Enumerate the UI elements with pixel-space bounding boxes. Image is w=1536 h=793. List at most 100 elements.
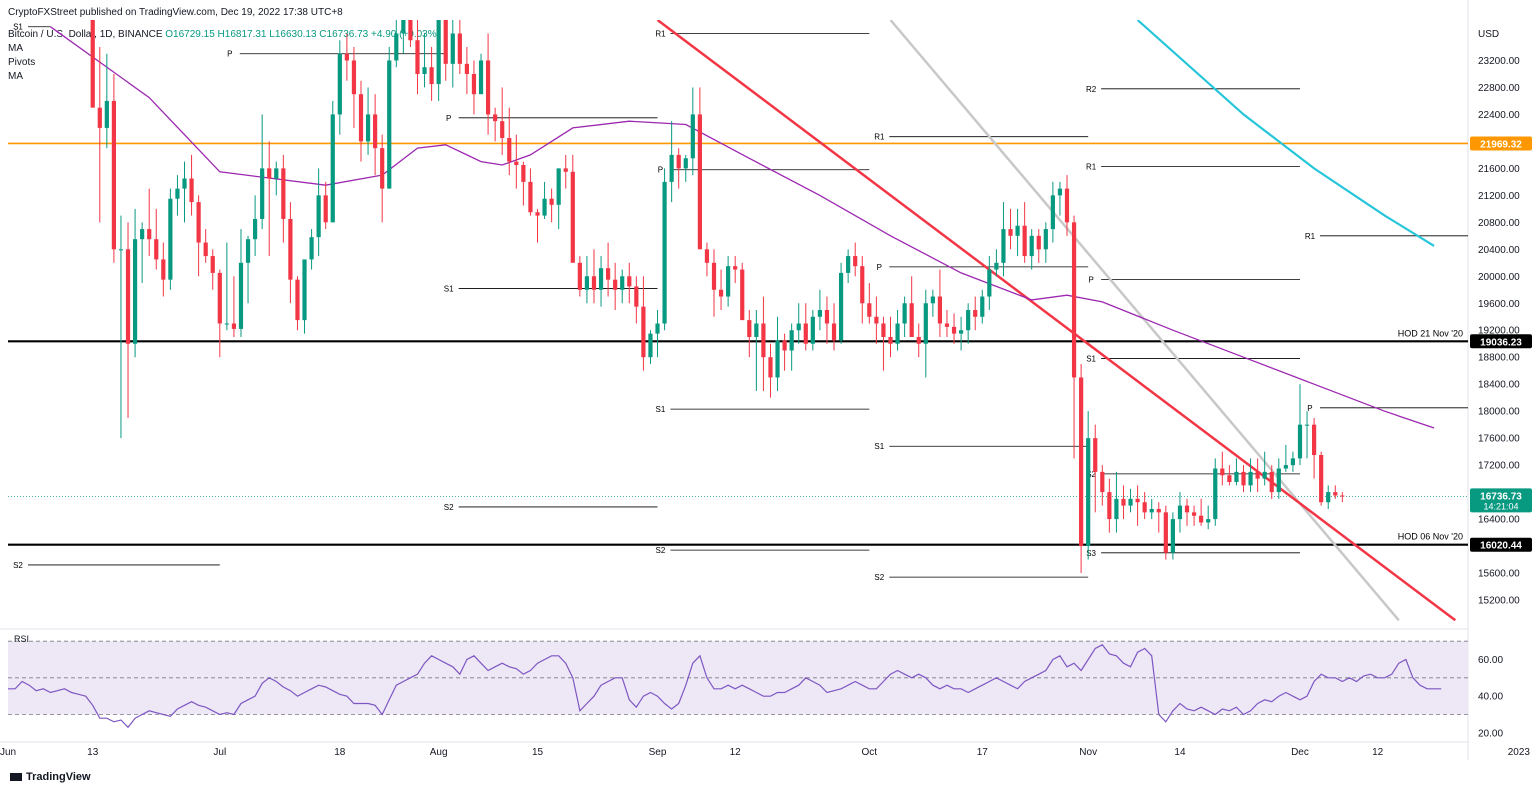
y-tick-label: 18800.00 [1478, 353, 1520, 364]
candle-body [768, 357, 773, 378]
x-tick-label: 2023 [1508, 747, 1531, 758]
candle-body [634, 286, 639, 307]
candle-body [429, 67, 434, 85]
price-tag [1470, 136, 1532, 151]
candle-body [1121, 498, 1126, 506]
candle-body [422, 67, 427, 74]
candle-body [860, 266, 865, 304]
rsi-tick-label: 40.00 [1478, 692, 1503, 703]
candle-body [337, 53, 342, 115]
candle-body [154, 239, 159, 260]
candle-body [1283, 465, 1288, 469]
price-tag [1470, 334, 1532, 349]
rsi-title: RSI [14, 634, 29, 644]
candle-body [1227, 475, 1232, 482]
candle-body [1304, 424, 1310, 426]
candle-body [217, 272, 222, 324]
candle-body [464, 63, 469, 74]
candle-body [1079, 377, 1084, 547]
candle-body [549, 198, 554, 205]
candle-body [577, 262, 582, 290]
candle-body [655, 323, 660, 334]
x-tick-label: 12 [1372, 747, 1384, 758]
candle-body [994, 262, 999, 270]
candle-body [203, 242, 208, 257]
pivot-label: S1 [874, 442, 884, 451]
pivot-label: S1 [444, 284, 454, 293]
candle-body [838, 272, 844, 341]
x-tick-label: 17 [977, 747, 989, 758]
candle-body [189, 178, 194, 203]
price-tag-countdown: 14:21:04 [1483, 501, 1518, 511]
indicator-ma-1[interactable]: MA [8, 43, 23, 54]
candle-body [344, 53, 349, 61]
candle-body [1015, 225, 1020, 236]
candle-body [373, 114, 378, 149]
candle-body [253, 218, 258, 240]
candle-body [591, 276, 597, 290]
candle-body [726, 266, 731, 297]
pivot-label: S2 [444, 503, 454, 512]
candle-body [1220, 468, 1225, 476]
level-label: HOD 06 Nov '20 [1398, 532, 1463, 542]
candle-body [436, 20, 441, 85]
candle-body [1036, 235, 1041, 250]
currency-label: USD [1478, 29, 1499, 40]
candle-body [916, 336, 921, 344]
candle-body [598, 268, 604, 290]
candle-body [140, 229, 145, 240]
candle-body [1142, 502, 1147, 513]
candle-body [316, 195, 321, 238]
price-tag-label: 16736.73 [1480, 491, 1522, 502]
candle-body [676, 154, 681, 169]
candle-body [450, 33, 455, 64]
y-tick-label: 17600.00 [1478, 434, 1520, 445]
indicator-ma-2[interactable]: MA [8, 71, 23, 82]
candle-body [365, 114, 371, 142]
candle-body [1001, 229, 1006, 263]
x-tick-label: 18 [334, 747, 346, 758]
pivot-label: P [1307, 404, 1312, 413]
candle-body [563, 168, 568, 172]
candle-body [1206, 519, 1211, 523]
candle-body [168, 198, 173, 280]
candle-body [584, 276, 590, 290]
pivot-label: S1 [13, 23, 23, 32]
tradingview-logo[interactable]: TradingView [10, 771, 91, 783]
symbol-name[interactable]: Bitcoin / U.S. Dollar, 1D, BINANCE [8, 29, 163, 40]
candle-body [740, 269, 745, 321]
candle-body [1071, 222, 1077, 378]
candle-body [309, 237, 314, 260]
candle-body [902, 303, 907, 324]
candle-body [485, 60, 491, 115]
candle-body [923, 303, 928, 344]
candle-body [796, 323, 801, 331]
pivot-label: R1 [1305, 232, 1316, 241]
candle-body [380, 148, 385, 189]
candle-body [909, 303, 914, 337]
x-tick-label: Jul [213, 747, 226, 758]
candle-body [669, 154, 674, 182]
candle-body [1276, 468, 1281, 493]
candle-body [895, 323, 900, 344]
candle-body [888, 336, 893, 344]
indicator-pivots[interactable]: Pivots [8, 57, 36, 68]
x-tick-label: Jun [0, 747, 16, 758]
x-tick-label: Sep [649, 747, 667, 758]
candle-body [874, 316, 879, 324]
candle-body [493, 114, 498, 122]
pivot-label: P [446, 114, 451, 123]
candle-body [118, 249, 124, 251]
x-tick-label: 12 [730, 747, 742, 758]
candle-body [690, 114, 695, 159]
candle-body [394, 33, 399, 61]
candle-body [1340, 495, 1345, 497]
candle-body [175, 188, 180, 199]
candle-body [1213, 468, 1218, 520]
candle-body [1177, 505, 1183, 520]
candle-body [267, 168, 272, 179]
candle-body [959, 330, 964, 334]
y-tick-label: 23200.00 [1478, 56, 1520, 67]
trendline-red [656, 20, 1457, 622]
